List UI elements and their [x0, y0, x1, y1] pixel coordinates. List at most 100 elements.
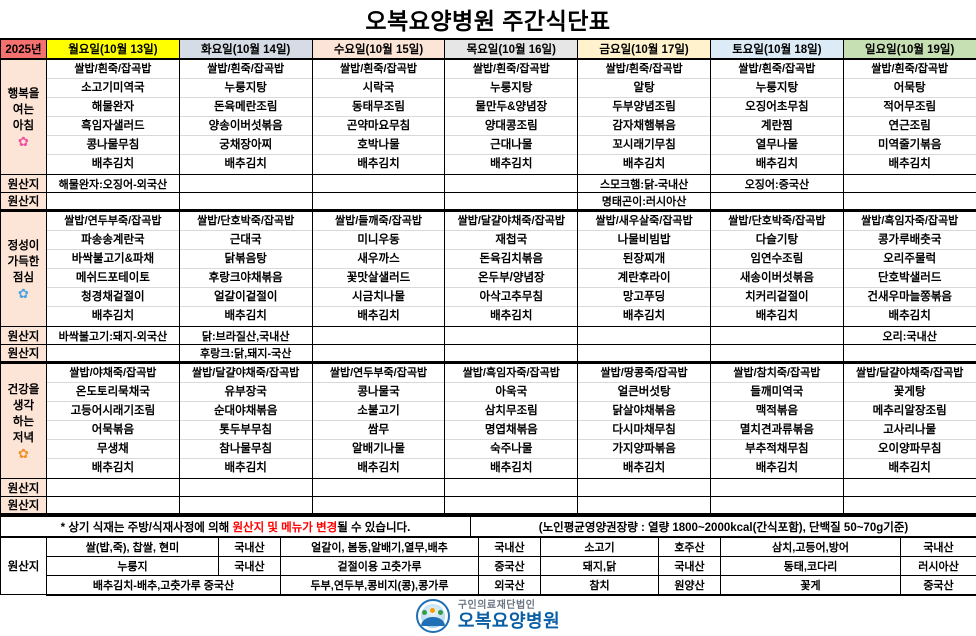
menu-item: 어묵탕 [844, 79, 976, 98]
meal-label-line: 가득한 [7, 255, 40, 268]
menu-item: 아삭고추무침 [445, 288, 577, 307]
origin-value [577, 326, 711, 345]
menu-cell: 쌀밥/땅콩죽/잡곡밥 얼큰버섯탕 닭살야채볶음 다시마채무침 가지양파볶음 배추김치 [577, 362, 711, 479]
menu-item: 시락국 [313, 79, 444, 98]
menu-cell: 쌀밥/흰죽/잡곡밥 누룽지탕 물만두&양념장 양대콩조림 근대나물 배추김치 [444, 58, 579, 175]
menu-item: 쌀밥/참치죽/잡곡밥 [711, 364, 843, 383]
origin-table-cell: 소고기 [540, 537, 659, 557]
menu-item: 돈육김치볶음 [445, 250, 577, 269]
origin-table-label: 원산지 [0, 537, 47, 595]
flower-icon: ✿ [18, 285, 29, 301]
menu-item: 망고푸딩 [578, 288, 710, 307]
nutrition-guideline-note: (노인평균영양권장량 : 열량 1800~2000kcal(간식포함), 단백질… [470, 516, 976, 537]
menu-item: 배추김치 [224, 310, 267, 322]
origin-value: 명태곤이:러시아산 [577, 192, 711, 212]
menu-item: 순대야채볶음 [180, 402, 312, 421]
menu-item: 적어무조림 [844, 98, 976, 117]
menu-item: 부추적채무침 [711, 440, 843, 459]
menu-item: 삼치무조림 [445, 402, 577, 421]
menu-cell: 쌀밥/흰죽/잡곡밥 소고기미역국 해물완자 흑임자샐러드 콩나물무침 배추김치 [46, 58, 180, 175]
menu-item: 쌀밥/달걀야채죽/잡곡밥 [844, 364, 976, 383]
origin-value: 후랑크:닭,돼지-국산 [178, 344, 313, 364]
menu-item: 배추김치 [622, 310, 666, 322]
menu-item: 들깨미역국 [711, 383, 843, 402]
origin-table-cell: 중국산 [900, 575, 976, 596]
origin-row-lunch-1: 원산지 바싹불고기:돼지-외국산 닭:브라질산,국내산 오리:국내산 [0, 326, 976, 345]
origin-table-cell: 배추김치-배추,고춧가루 중국산 [46, 575, 281, 596]
origin-row-dinner-1: 원산지 [0, 478, 976, 497]
meal-label-breakfast: 행복을 여는 아침 ✿ [0, 58, 47, 175]
origin-table-cell: 누룽지 [46, 556, 219, 576]
menu-item: 배추김치 [224, 158, 267, 170]
day-header-thu: 목요일(10월 16일) [444, 38, 579, 60]
origin-value [842, 478, 976, 497]
origin-table-cell: 외국산 [478, 575, 541, 596]
origin-table-cell: 중국산 [478, 556, 541, 576]
menu-item: 건새우마늘쫑볶음 [844, 288, 976, 307]
menu-item: 배추김치 [888, 158, 931, 170]
menu-cell: 쌀밥/들깨죽/잡곡밥 미니우동 새우까스 꽃맛살샐러드 시금치나물 배추김치 [311, 210, 446, 327]
origin-row-breakfast-2: 원산지 명태곤이:러시아산 [0, 192, 976, 212]
menu-item: 쌀밥/흰죽/잡곡밥 [445, 60, 577, 79]
day-header-sat: 토요일(10월 18일) [709, 38, 844, 60]
menu-cell: 쌀밥/흰죽/잡곡밥 누룽지탕 오징어초무침 계란찜 열무나물 배추김치 [709, 58, 844, 175]
menu-cell: 쌀밥/단호박죽/잡곡밥 다슬기탕 임연수조림 새송이버섯볶음 치커리겉절이 배추김치 [709, 210, 844, 327]
menu-item: 배추김치 [755, 158, 799, 170]
hospital-logo-icon [415, 599, 450, 633]
menu-item: 배추김치 [357, 310, 400, 322]
menu-cell: 쌀밥/흰죽/잡곡밥 알탕 두부양념조림 감자채햄볶음 꼬시래기무침 배추김치 [577, 58, 711, 175]
menu-item: 계란찜 [711, 117, 843, 136]
origin-table-cell: 꽃게 [720, 575, 901, 596]
menu-item: 미니우동 [313, 231, 444, 250]
origin-value: 해물완자:오징어-외국산 [46, 174, 180, 193]
menu-item: 알탕 [578, 79, 710, 98]
menu-item: 꼬시래기무침 [578, 136, 710, 155]
menu-item: 배추김치 [91, 310, 135, 322]
menu-item: 해물완자 [47, 98, 179, 117]
origin-row-label: 원산지 [0, 344, 47, 364]
meal-label-line: 정성이 [7, 239, 40, 252]
menu-item: 궁채장아찌 [180, 136, 312, 155]
menu-item: 단호박샐러드 [844, 269, 976, 288]
menu-item: 쌀밥/흑임자죽/잡곡밥 [844, 212, 976, 231]
origin-row-dinner-2: 원산지 [0, 496, 976, 516]
menu-item: 오리주물럭 [844, 250, 976, 269]
menu-item: 멸치견과류볶음 [711, 421, 843, 440]
menu-item: 닭살야채볶음 [578, 402, 710, 421]
menu-item: 맥적볶음 [711, 402, 843, 421]
origin-table-cell: 국내산 [218, 537, 281, 557]
meal-row-dinner: 건강을 생각 하는 저녁 ✿ 쌀밥/야채죽/잡곡밥 온도토리묵채국 고등어시래기조림 어묵볶음 무… [0, 362, 976, 479]
origin-value: 스모크햄:닭-국내산 [577, 174, 711, 193]
origin-table-cell: 국내산 [478, 537, 541, 557]
menu-item: 배추김치 [357, 158, 400, 170]
menu-item: 감자채햄볶음 [578, 117, 710, 136]
meal-label-line: 저녁 [12, 431, 35, 444]
menu-item: 양대콩조림 [445, 117, 577, 136]
menu-item: 배추김치 [755, 462, 799, 474]
menu-item: 명엽채볶음 [445, 421, 577, 440]
menu-item: 계란후라이 [578, 269, 710, 288]
origin-value [709, 478, 844, 497]
origin-table-cell: 국내산 [900, 537, 976, 557]
menu-item: 쌀밥/달걀야채죽/잡곡밥 [445, 212, 577, 231]
menu-item: 나물비빔밥 [578, 231, 710, 250]
origin-value: 닭:브라질산,국내산 [178, 326, 313, 345]
origin-value [311, 496, 446, 516]
menu-item: 얼큰버섯탕 [578, 383, 710, 402]
menu-item: 소불고기 [313, 402, 444, 421]
origin-row-label: 원산지 [0, 496, 47, 516]
origin-value [577, 344, 711, 364]
notice-text-pre: * 상기 식재는 주방/식재사정에 의해 [60, 521, 233, 534]
page-title-bar: 오복요양병원 주간식단표 [0, 0, 976, 38]
menu-item: 배추김치 [490, 158, 533, 170]
menu-item: 근대나물 [445, 136, 577, 155]
meal-label-line: 점심 [12, 271, 35, 284]
menu-cell: 쌀밥/달걀야채죽/잡곡밥 재첩국 돈육김치볶음 온두부/양념장 아삭고추무침 배추김치 [444, 210, 579, 327]
menu-item: 근대국 [180, 231, 312, 250]
day-header-sun: 일요일(10월 19일) [842, 38, 976, 60]
menu-item: 다시마채무침 [578, 421, 710, 440]
origin-row-label: 원산지 [0, 174, 47, 193]
origin-value [311, 192, 446, 212]
menu-item: 물만두&양념장 [445, 98, 577, 117]
